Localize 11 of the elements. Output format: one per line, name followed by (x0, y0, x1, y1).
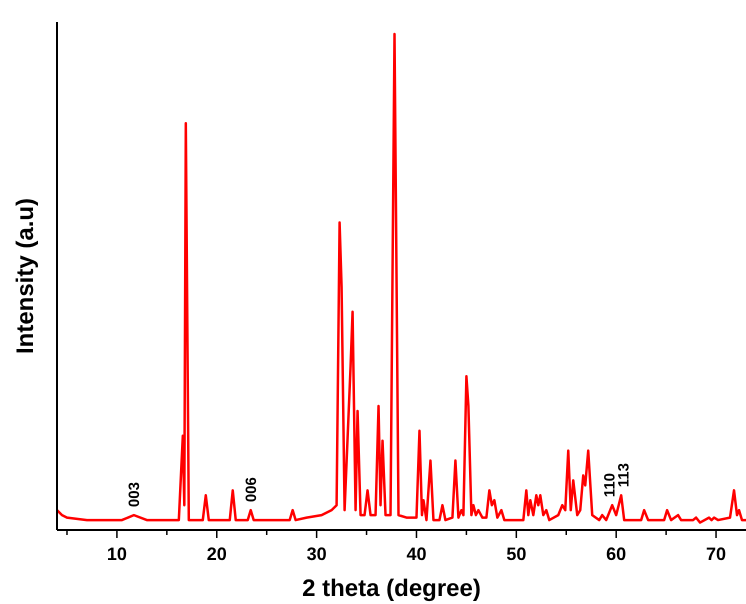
x-tick-label: 50 (506, 544, 526, 564)
x-axis-title: 2 theta (degree) (302, 575, 481, 602)
x-tick-label: 20 (206, 544, 227, 564)
annotation: 006 (242, 477, 260, 502)
x-tick-label: 40 (406, 544, 426, 564)
x-tick-label: 10 (106, 544, 127, 564)
x-tick-label: 30 (306, 544, 327, 564)
annotation: 003 (126, 482, 144, 508)
y-axis-title: Intensity (a.u) (12, 198, 39, 354)
x-tick-label: 70 (706, 544, 726, 564)
x-tick-label: 60 (606, 544, 626, 564)
